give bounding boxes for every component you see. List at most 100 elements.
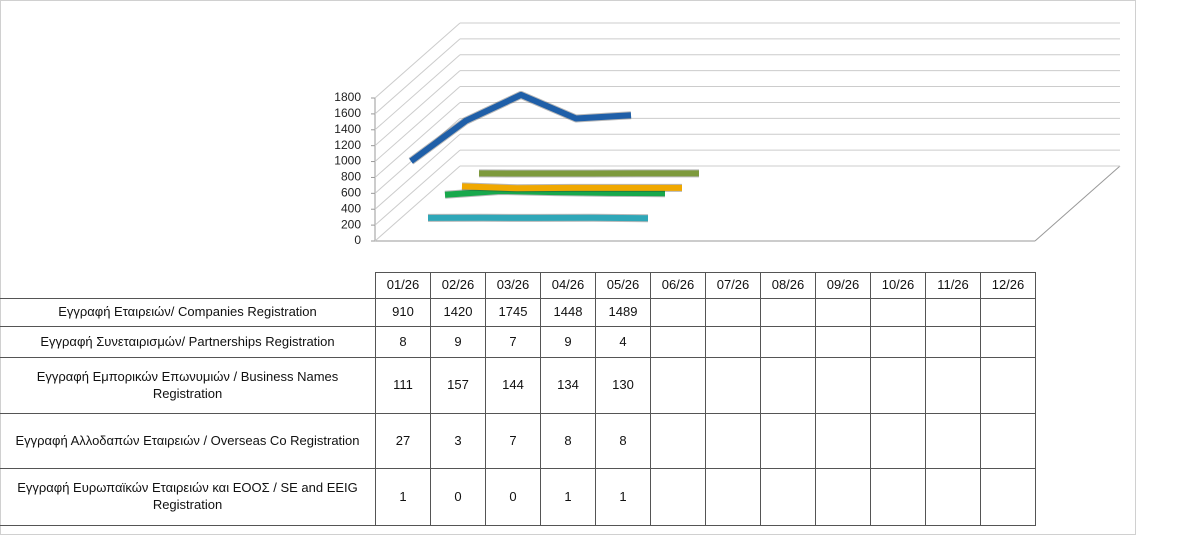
table-cell [815, 298, 871, 327]
table-cell: 7 [485, 413, 541, 469]
table-cell [980, 326, 1036, 358]
table-header-cell: 10/26 [870, 272, 926, 299]
table-cell [760, 357, 816, 414]
table-cell [815, 468, 871, 526]
table-cell [650, 468, 706, 526]
table-cell [760, 298, 816, 327]
table-header-cell: 08/26 [760, 272, 816, 299]
table-cell: 8 [540, 413, 596, 469]
y-tick-label: 1600 [334, 106, 361, 120]
grid-line [374, 133, 461, 210]
grid-line [374, 70, 461, 147]
table-cell [815, 326, 871, 358]
table-cell [980, 298, 1036, 327]
table-cell [925, 468, 981, 526]
table-cell: 1745 [485, 298, 541, 327]
y-tick-label: 1400 [334, 122, 361, 136]
table-cell: 0 [430, 468, 486, 526]
table-cell [925, 326, 981, 358]
table-header-cell: 05/26 [595, 272, 651, 299]
table-cell [760, 468, 816, 526]
grid-line [374, 54, 461, 131]
table-cell: 1448 [540, 298, 596, 327]
table-row-label: Εγγραφή Εταιρειών/ Companies Registratio… [0, 298, 376, 327]
grid-line [374, 165, 461, 242]
table-cell [925, 413, 981, 469]
table-header-cell: 09/26 [815, 272, 871, 299]
table-cell: 0 [485, 468, 541, 526]
table-cell: 4 [595, 326, 651, 358]
table-cell: 9 [540, 326, 596, 358]
table-cell: 7 [485, 326, 541, 358]
table-cell [925, 298, 981, 327]
table-cell [705, 413, 761, 469]
y-tick-label: 1200 [334, 138, 361, 152]
table-cell: 144 [485, 357, 541, 414]
table-cell: 910 [375, 298, 431, 327]
grid-line [374, 86, 461, 162]
table-cell [650, 413, 706, 469]
table-row-label: Εγγραφή Εμπορικών Επωνυμιών / Business N… [0, 357, 376, 414]
table-cell: 1489 [595, 298, 651, 327]
table-header-cell: 01/26 [375, 272, 431, 299]
table-cell [980, 357, 1036, 414]
table-row-label: Εγγραφή Συνεταιρισμών/ Partnerships Regi… [0, 326, 376, 358]
table-cell: 130 [595, 357, 651, 414]
table-cell: 27 [375, 413, 431, 469]
table-cell [925, 357, 981, 414]
table-cell: 1420 [430, 298, 486, 327]
table-header-cell: 04/26 [540, 272, 596, 299]
grid-line [374, 22, 461, 99]
table-cell [760, 413, 816, 469]
table-header-cell: 12/26 [980, 272, 1036, 299]
y-tick-label: 800 [341, 170, 361, 184]
grid-line [374, 102, 461, 178]
table-cell [870, 468, 926, 526]
grid-line [374, 38, 461, 115]
table-row-label: Εγγραφή Αλλοδαπών Εταιρειών / Overseas C… [0, 413, 376, 469]
table-cell: 111 [375, 357, 431, 414]
table-header-cell: 07/26 [705, 272, 761, 299]
y-tick-label: 200 [341, 217, 361, 231]
table-cell [980, 468, 1036, 526]
y-tick-label: 1000 [334, 154, 361, 168]
table-cell [760, 326, 816, 358]
table-cell: 9 [430, 326, 486, 358]
table-cell [870, 326, 926, 358]
table-cell [870, 413, 926, 469]
table-header-cell: 02/26 [430, 272, 486, 299]
table-cell: 1 [375, 468, 431, 526]
table-cell: 8 [595, 413, 651, 469]
table-cell [650, 357, 706, 414]
table-cell: 3 [430, 413, 486, 469]
y-tick-label: 400 [341, 201, 361, 215]
table-cell: 134 [540, 357, 596, 414]
table-cell [980, 413, 1036, 469]
floor-right [1034, 165, 1121, 242]
y-tick-label: 1800 [334, 90, 361, 104]
table-cell: 8 [375, 326, 431, 358]
series-line [444, 188, 666, 198]
table-cell [815, 413, 871, 469]
table-header-cell: 03/26 [485, 272, 541, 299]
table-cell [705, 326, 761, 358]
series-line [409, 91, 632, 164]
table-cell [815, 357, 871, 414]
table-cell: 157 [430, 357, 486, 414]
chart-border [0, 0, 1136, 535]
table-cell [650, 298, 706, 327]
y-tick-label: 600 [341, 186, 361, 200]
table-cell: 1 [595, 468, 651, 526]
table-header-cell: 11/26 [925, 272, 981, 299]
table-header-cell: 06/26 [650, 272, 706, 299]
series-line [461, 183, 682, 192]
table-cell: 1 [540, 468, 596, 526]
table-cell [705, 357, 761, 414]
table-cell [705, 468, 761, 526]
series-line-edge [408, 90, 632, 165]
grid-line [374, 149, 461, 226]
table-cell [870, 357, 926, 414]
table-cell [705, 298, 761, 327]
